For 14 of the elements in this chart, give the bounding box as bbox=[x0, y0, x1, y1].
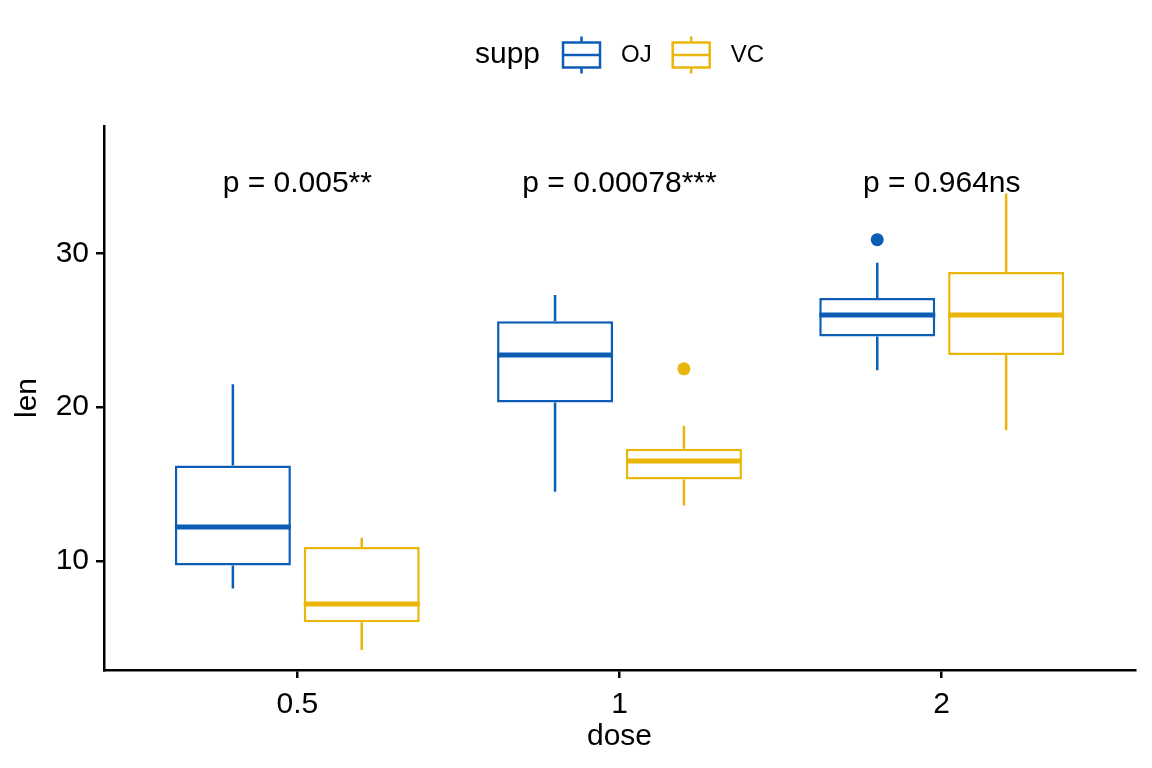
legend-label: OJ bbox=[621, 39, 652, 67]
legend-label: VC bbox=[730, 39, 765, 67]
y-tick-label: 10 bbox=[55, 542, 89, 576]
x-tick-label: 0.5 bbox=[276, 686, 319, 720]
annotation: p = 0.964ns bbox=[862, 165, 1021, 199]
x-tick-label: 2 bbox=[933, 686, 951, 720]
y-tick-label: 30 bbox=[55, 234, 89, 268]
y-axis-title: len bbox=[9, 377, 43, 419]
x-axis-title: dose bbox=[586, 718, 653, 752]
legend-title: supp bbox=[474, 36, 541, 70]
y-tick-label: 20 bbox=[55, 388, 89, 422]
annotation: p = 0.00078*** bbox=[522, 165, 717, 199]
annotation: p = 0.005** bbox=[222, 165, 373, 199]
x-tick-label: 1 bbox=[611, 686, 628, 720]
